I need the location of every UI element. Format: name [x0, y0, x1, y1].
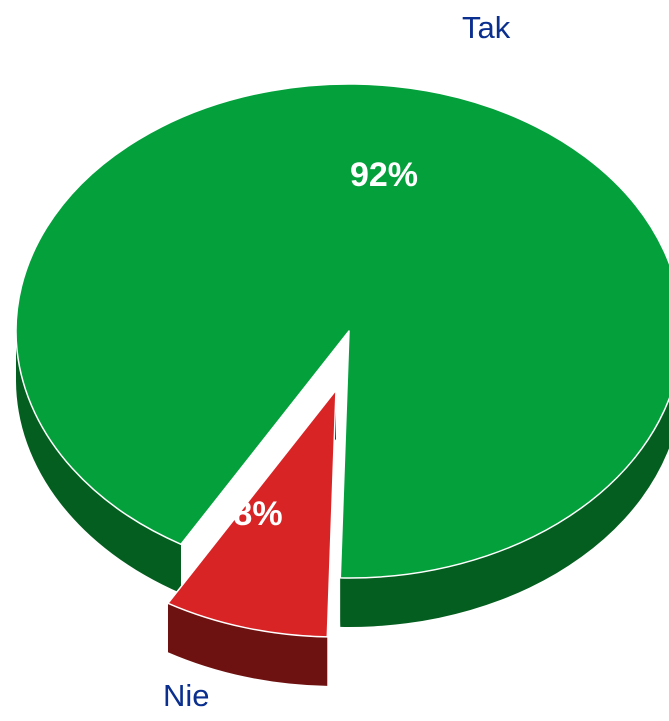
slice-side-tak: [340, 399, 669, 627]
slice-side-nie: [167, 603, 328, 686]
slice-top-nie: [167, 389, 337, 638]
category-label-tak: Tak: [462, 10, 511, 45]
value-label-tak: 92%: [350, 156, 418, 194]
pie-tops: [15, 83, 669, 638]
category-label-nie: Nie: [163, 678, 210, 713]
slice-top-tak: [15, 83, 669, 579]
value-label-nie: 8%: [233, 495, 282, 533]
slice-side-tak: [16, 331, 181, 594]
value-labels: 92% 8%: [233, 156, 418, 533]
